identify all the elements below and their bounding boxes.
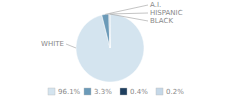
- chart: WHITE A.I.HISPANICBLACK 96.1% 3.3% 0.4% 0.2%: [0, 0, 240, 100]
- legend-label: 0.4%: [130, 88, 148, 96]
- legend-label: 96.1%: [58, 88, 81, 96]
- pie-slice: [109, 14, 110, 48]
- leader-line: [110, 14, 148, 21]
- pie-slice: [102, 14, 110, 48]
- slice-label: WHITE: [41, 40, 64, 48]
- legend-label: 3.3%: [94, 88, 112, 96]
- legend-swatch: [48, 88, 55, 95]
- legend: 96.1% 3.3% 0.4% 0.2%: [48, 88, 184, 96]
- slice-label: BLACK: [150, 17, 173, 25]
- leader-line: [66, 44, 76, 48]
- annotations: WHITE A.I.HISPANICBLACK: [41, 1, 183, 48]
- pie-slice: [109, 14, 110, 48]
- leader-line: [105, 5, 148, 14]
- leader-line: [109, 13, 148, 14]
- pie: [76, 14, 144, 82]
- slice-label: A.I.: [150, 1, 161, 9]
- slice-label: HISPANIC: [150, 9, 183, 17]
- legend-swatch: [120, 88, 127, 95]
- pie-slice: [76, 14, 144, 82]
- legend-swatch: [156, 88, 163, 95]
- legend-swatch: [84, 88, 91, 95]
- legend-label: 0.2%: [166, 88, 184, 96]
